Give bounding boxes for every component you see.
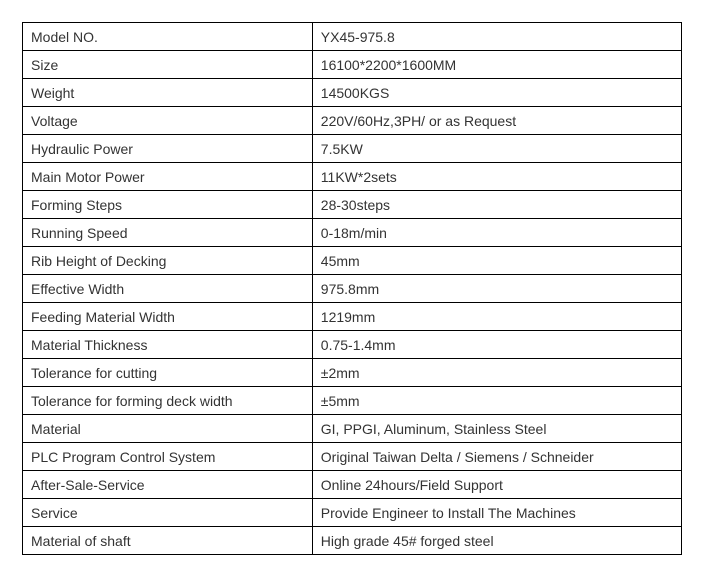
spec-label: Service (23, 499, 313, 527)
table-row: Tolerance for cutting±2mm (23, 359, 682, 387)
spec-value: Original Taiwan Delta / Siemens / Schnei… (312, 443, 681, 471)
spec-label: Hydraulic Power (23, 135, 313, 163)
spec-label: Tolerance for forming deck width (23, 387, 313, 415)
table-row: ServiceProvide Engineer to Install The M… (23, 499, 682, 527)
spec-value: YX45-975.8 (312, 23, 681, 51)
table-row: Tolerance for forming deck width±5mm (23, 387, 682, 415)
spec-value: 45mm (312, 247, 681, 275)
spec-label: After-Sale-Service (23, 471, 313, 499)
spec-value: Provide Engineer to Install The Machines (312, 499, 681, 527)
spec-table-body: Model NO.YX45-975.8Size16100*2200*1600MM… (23, 23, 682, 555)
table-row: Model NO.YX45-975.8 (23, 23, 682, 51)
spec-label: Material Thickness (23, 331, 313, 359)
spec-value: 1219mm (312, 303, 681, 331)
spec-value: ±5mm (312, 387, 681, 415)
spec-value: 975.8mm (312, 275, 681, 303)
spec-label: Model NO. (23, 23, 313, 51)
table-row: Weight14500KGS (23, 79, 682, 107)
table-row: Material of shaftHigh grade 45# forged s… (23, 527, 682, 555)
spec-label: Forming Steps (23, 191, 313, 219)
spec-label: Size (23, 51, 313, 79)
spec-label: Effective Width (23, 275, 313, 303)
spec-value: ±2mm (312, 359, 681, 387)
table-row: Rib Height of Decking45mm (23, 247, 682, 275)
table-row: After-Sale-ServiceOnline 24hours/Field S… (23, 471, 682, 499)
table-row: Effective Width975.8mm (23, 275, 682, 303)
spec-value: 220V/60Hz,3PH/ or as Request (312, 107, 681, 135)
spec-value: 14500KGS (312, 79, 681, 107)
spec-table: Model NO.YX45-975.8Size16100*2200*1600MM… (22, 22, 682, 555)
spec-value: 0.75-1.4mm (312, 331, 681, 359)
table-row: Size16100*2200*1600MM (23, 51, 682, 79)
spec-label: Material (23, 415, 313, 443)
table-row: Feeding Material Width1219mm (23, 303, 682, 331)
spec-value: 0-18m/min (312, 219, 681, 247)
spec-value: GI, PPGI, Aluminum, Stainless Steel (312, 415, 681, 443)
spec-label: Running Speed (23, 219, 313, 247)
table-row: Hydraulic Power7.5KW (23, 135, 682, 163)
table-row: Forming Steps28-30steps (23, 191, 682, 219)
table-row: PLC Program Control SystemOriginal Taiwa… (23, 443, 682, 471)
spec-label: Weight (23, 79, 313, 107)
table-row: MaterialGI, PPGI, Aluminum, Stainless St… (23, 415, 682, 443)
spec-label: Rib Height of Decking (23, 247, 313, 275)
spec-label: Voltage (23, 107, 313, 135)
table-row: Material Thickness0.75-1.4mm (23, 331, 682, 359)
spec-label: Material of shaft (23, 527, 313, 555)
table-row: Main Motor Power11KW*2sets (23, 163, 682, 191)
spec-value: 16100*2200*1600MM (312, 51, 681, 79)
spec-value: 28-30steps (312, 191, 681, 219)
spec-label: Feeding Material Width (23, 303, 313, 331)
spec-value: High grade 45# forged steel (312, 527, 681, 555)
table-row: Running Speed0-18m/min (23, 219, 682, 247)
spec-label: Main Motor Power (23, 163, 313, 191)
spec-value: 7.5KW (312, 135, 681, 163)
spec-value: 11KW*2sets (312, 163, 681, 191)
spec-label: PLC Program Control System (23, 443, 313, 471)
spec-label: Tolerance for cutting (23, 359, 313, 387)
table-row: Voltage220V/60Hz,3PH/ or as Request (23, 107, 682, 135)
spec-value: Online 24hours/Field Support (312, 471, 681, 499)
